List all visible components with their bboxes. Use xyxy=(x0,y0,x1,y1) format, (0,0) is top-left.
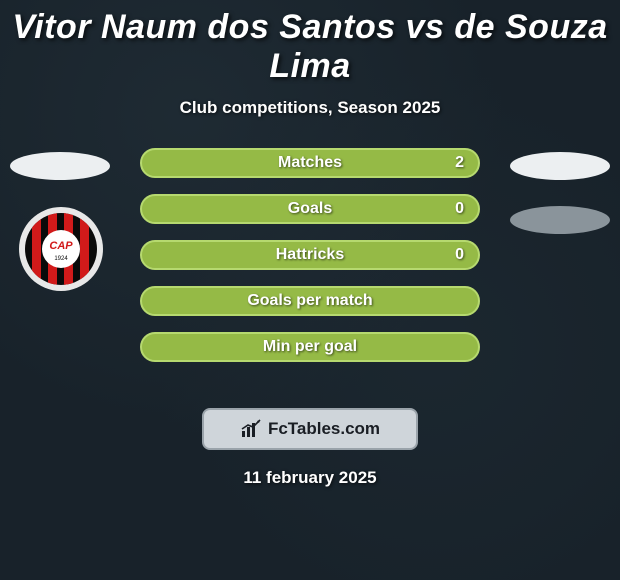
player-marker-right-1 xyxy=(510,152,610,180)
player-marker-right-2 xyxy=(510,206,610,234)
player-marker-left xyxy=(10,152,110,180)
stat-bar-min-per-goal: Min per goal xyxy=(140,332,480,362)
stat-value: 0 xyxy=(455,246,464,264)
brand-text: FcTables.com xyxy=(268,419,380,439)
stat-label: Goals per match xyxy=(247,292,372,310)
subtitle: Club competitions, Season 2025 xyxy=(0,98,620,118)
comparison-area: CAP 1924 Matches 2 Goals 0 Hattricks 0 G… xyxy=(0,148,620,398)
date: 11 february 2025 xyxy=(0,468,620,488)
brand-box: FcTables.com xyxy=(202,408,418,450)
stat-bar-goals-per-match: Goals per match xyxy=(140,286,480,316)
stat-label: Hattricks xyxy=(276,246,344,264)
stat-label: Goals xyxy=(288,200,332,218)
svg-text:CAP: CAP xyxy=(49,240,73,252)
stat-value: 0 xyxy=(455,200,464,218)
stat-bar-matches: Matches 2 xyxy=(140,148,480,178)
stat-bars: Matches 2 Goals 0 Hattricks 0 Goals per … xyxy=(140,148,480,378)
stat-bar-hattricks: Hattricks 0 xyxy=(140,240,480,270)
page-title: Vitor Naum dos Santos vs de Souza Lima xyxy=(0,0,620,86)
club-badge: CAP 1924 xyxy=(18,206,104,292)
stat-bar-goals: Goals 0 xyxy=(140,194,480,224)
svg-text:1924: 1924 xyxy=(54,256,68,262)
stat-value: 2 xyxy=(455,154,464,172)
stat-label: Matches xyxy=(278,154,342,172)
chart-icon xyxy=(240,419,264,439)
stat-label: Min per goal xyxy=(263,338,357,356)
